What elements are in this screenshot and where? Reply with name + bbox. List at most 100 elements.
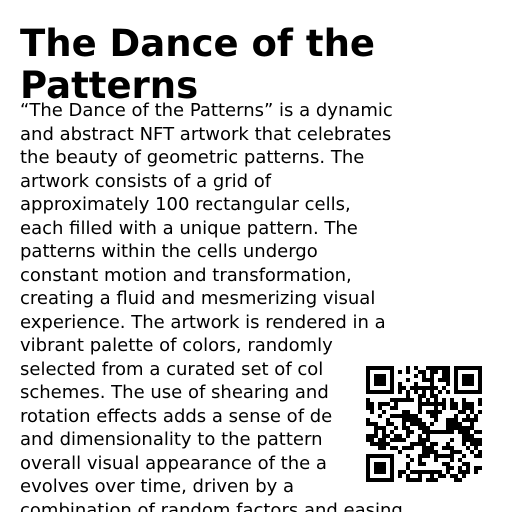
qr-module — [406, 394, 410, 398]
qr-module — [390, 414, 394, 418]
qr-module — [462, 474, 466, 478]
qr-module — [426, 366, 430, 370]
qr-module — [422, 462, 426, 466]
qr-module — [446, 366, 450, 370]
qr-module — [422, 386, 426, 390]
qr-module — [430, 410, 434, 414]
qr-module — [406, 418, 410, 422]
qr-module — [478, 442, 482, 446]
description-line: the beauty of geometric patterns. The — [20, 147, 365, 168]
qr-module — [402, 438, 406, 442]
qr-module — [474, 466, 478, 470]
qr-module — [370, 438, 374, 442]
qr-module — [430, 422, 434, 426]
qr-module — [422, 442, 426, 446]
qr-module — [466, 446, 470, 450]
qr-module — [406, 398, 410, 402]
qr-module — [394, 406, 398, 410]
qr-module — [470, 434, 474, 438]
qr-module — [450, 446, 454, 450]
qr-module — [450, 402, 454, 406]
qr-module — [374, 422, 378, 426]
qr-module — [414, 374, 418, 378]
qr-module — [430, 474, 434, 478]
qr-module — [370, 410, 374, 414]
qr-module — [422, 422, 426, 426]
qr-module — [418, 454, 422, 458]
qr-module — [462, 410, 466, 414]
qr-module — [466, 466, 470, 470]
qr-module — [426, 386, 430, 390]
qr-module — [446, 462, 450, 466]
qr-code-icon — [366, 366, 482, 482]
qr-module — [378, 406, 382, 410]
qr-module — [418, 462, 422, 466]
description-line: patterns within the cells undergo — [20, 241, 318, 262]
qr-module — [434, 406, 438, 410]
qr-module — [366, 422, 370, 426]
qr-module — [470, 406, 474, 410]
qr-module — [406, 426, 410, 430]
qr-module — [446, 382, 450, 386]
qr-module — [390, 446, 394, 450]
qr-module — [402, 418, 406, 422]
qr-module — [410, 386, 414, 390]
qr-module — [466, 426, 470, 430]
qr-module — [422, 470, 426, 474]
qr-module — [478, 430, 482, 434]
qr-module — [434, 414, 438, 418]
qr-module — [462, 402, 466, 406]
qr-module — [370, 434, 374, 438]
qr-module — [442, 386, 446, 390]
qr-module — [398, 398, 402, 402]
qr-module — [406, 366, 410, 370]
qr-module — [366, 402, 370, 406]
qr-module — [382, 426, 386, 430]
qr-module — [414, 418, 418, 422]
qr-module — [450, 430, 454, 434]
qr-module — [454, 450, 458, 454]
qr-module — [378, 442, 382, 446]
qr-module — [374, 426, 378, 430]
qr-module — [370, 442, 374, 446]
qr-finder-top-right — [454, 366, 482, 394]
qr-module — [446, 426, 450, 430]
qr-module — [398, 434, 402, 438]
qr-module — [406, 446, 410, 450]
qr-module — [386, 442, 390, 446]
qr-module — [418, 478, 422, 482]
qr-module — [462, 454, 466, 458]
qr-module — [446, 470, 450, 474]
qr-module — [446, 442, 450, 446]
qr-module — [466, 462, 470, 466]
qr-module — [470, 442, 474, 446]
qr-module — [450, 474, 454, 478]
qr-module — [462, 398, 466, 402]
qr-module — [478, 402, 482, 406]
qr-module — [430, 382, 434, 386]
qr-module — [446, 370, 450, 374]
qr-module — [458, 470, 462, 474]
qr-module — [466, 418, 470, 422]
description-line: selected from a curated set of col — [20, 358, 324, 380]
qr-module — [438, 378, 442, 382]
qr-module — [458, 410, 462, 414]
qr-module — [418, 418, 422, 422]
qr-module — [478, 454, 482, 458]
qr-module — [422, 438, 426, 442]
qr-module — [406, 378, 410, 382]
qr-module — [474, 418, 478, 422]
qr-module — [422, 374, 426, 378]
qr-module — [434, 454, 438, 458]
qr-module — [454, 418, 458, 422]
qr-module — [390, 398, 394, 402]
qr-module — [470, 426, 474, 430]
qr-module — [442, 398, 446, 402]
qr-module — [474, 442, 478, 446]
qr-module — [442, 374, 446, 378]
qr-module — [446, 430, 450, 434]
description-line: and abstract NFT artwork that celebrates — [20, 123, 392, 145]
qr-module — [394, 402, 398, 406]
qr-finder-top-left — [366, 366, 394, 394]
qr-module — [398, 474, 402, 478]
